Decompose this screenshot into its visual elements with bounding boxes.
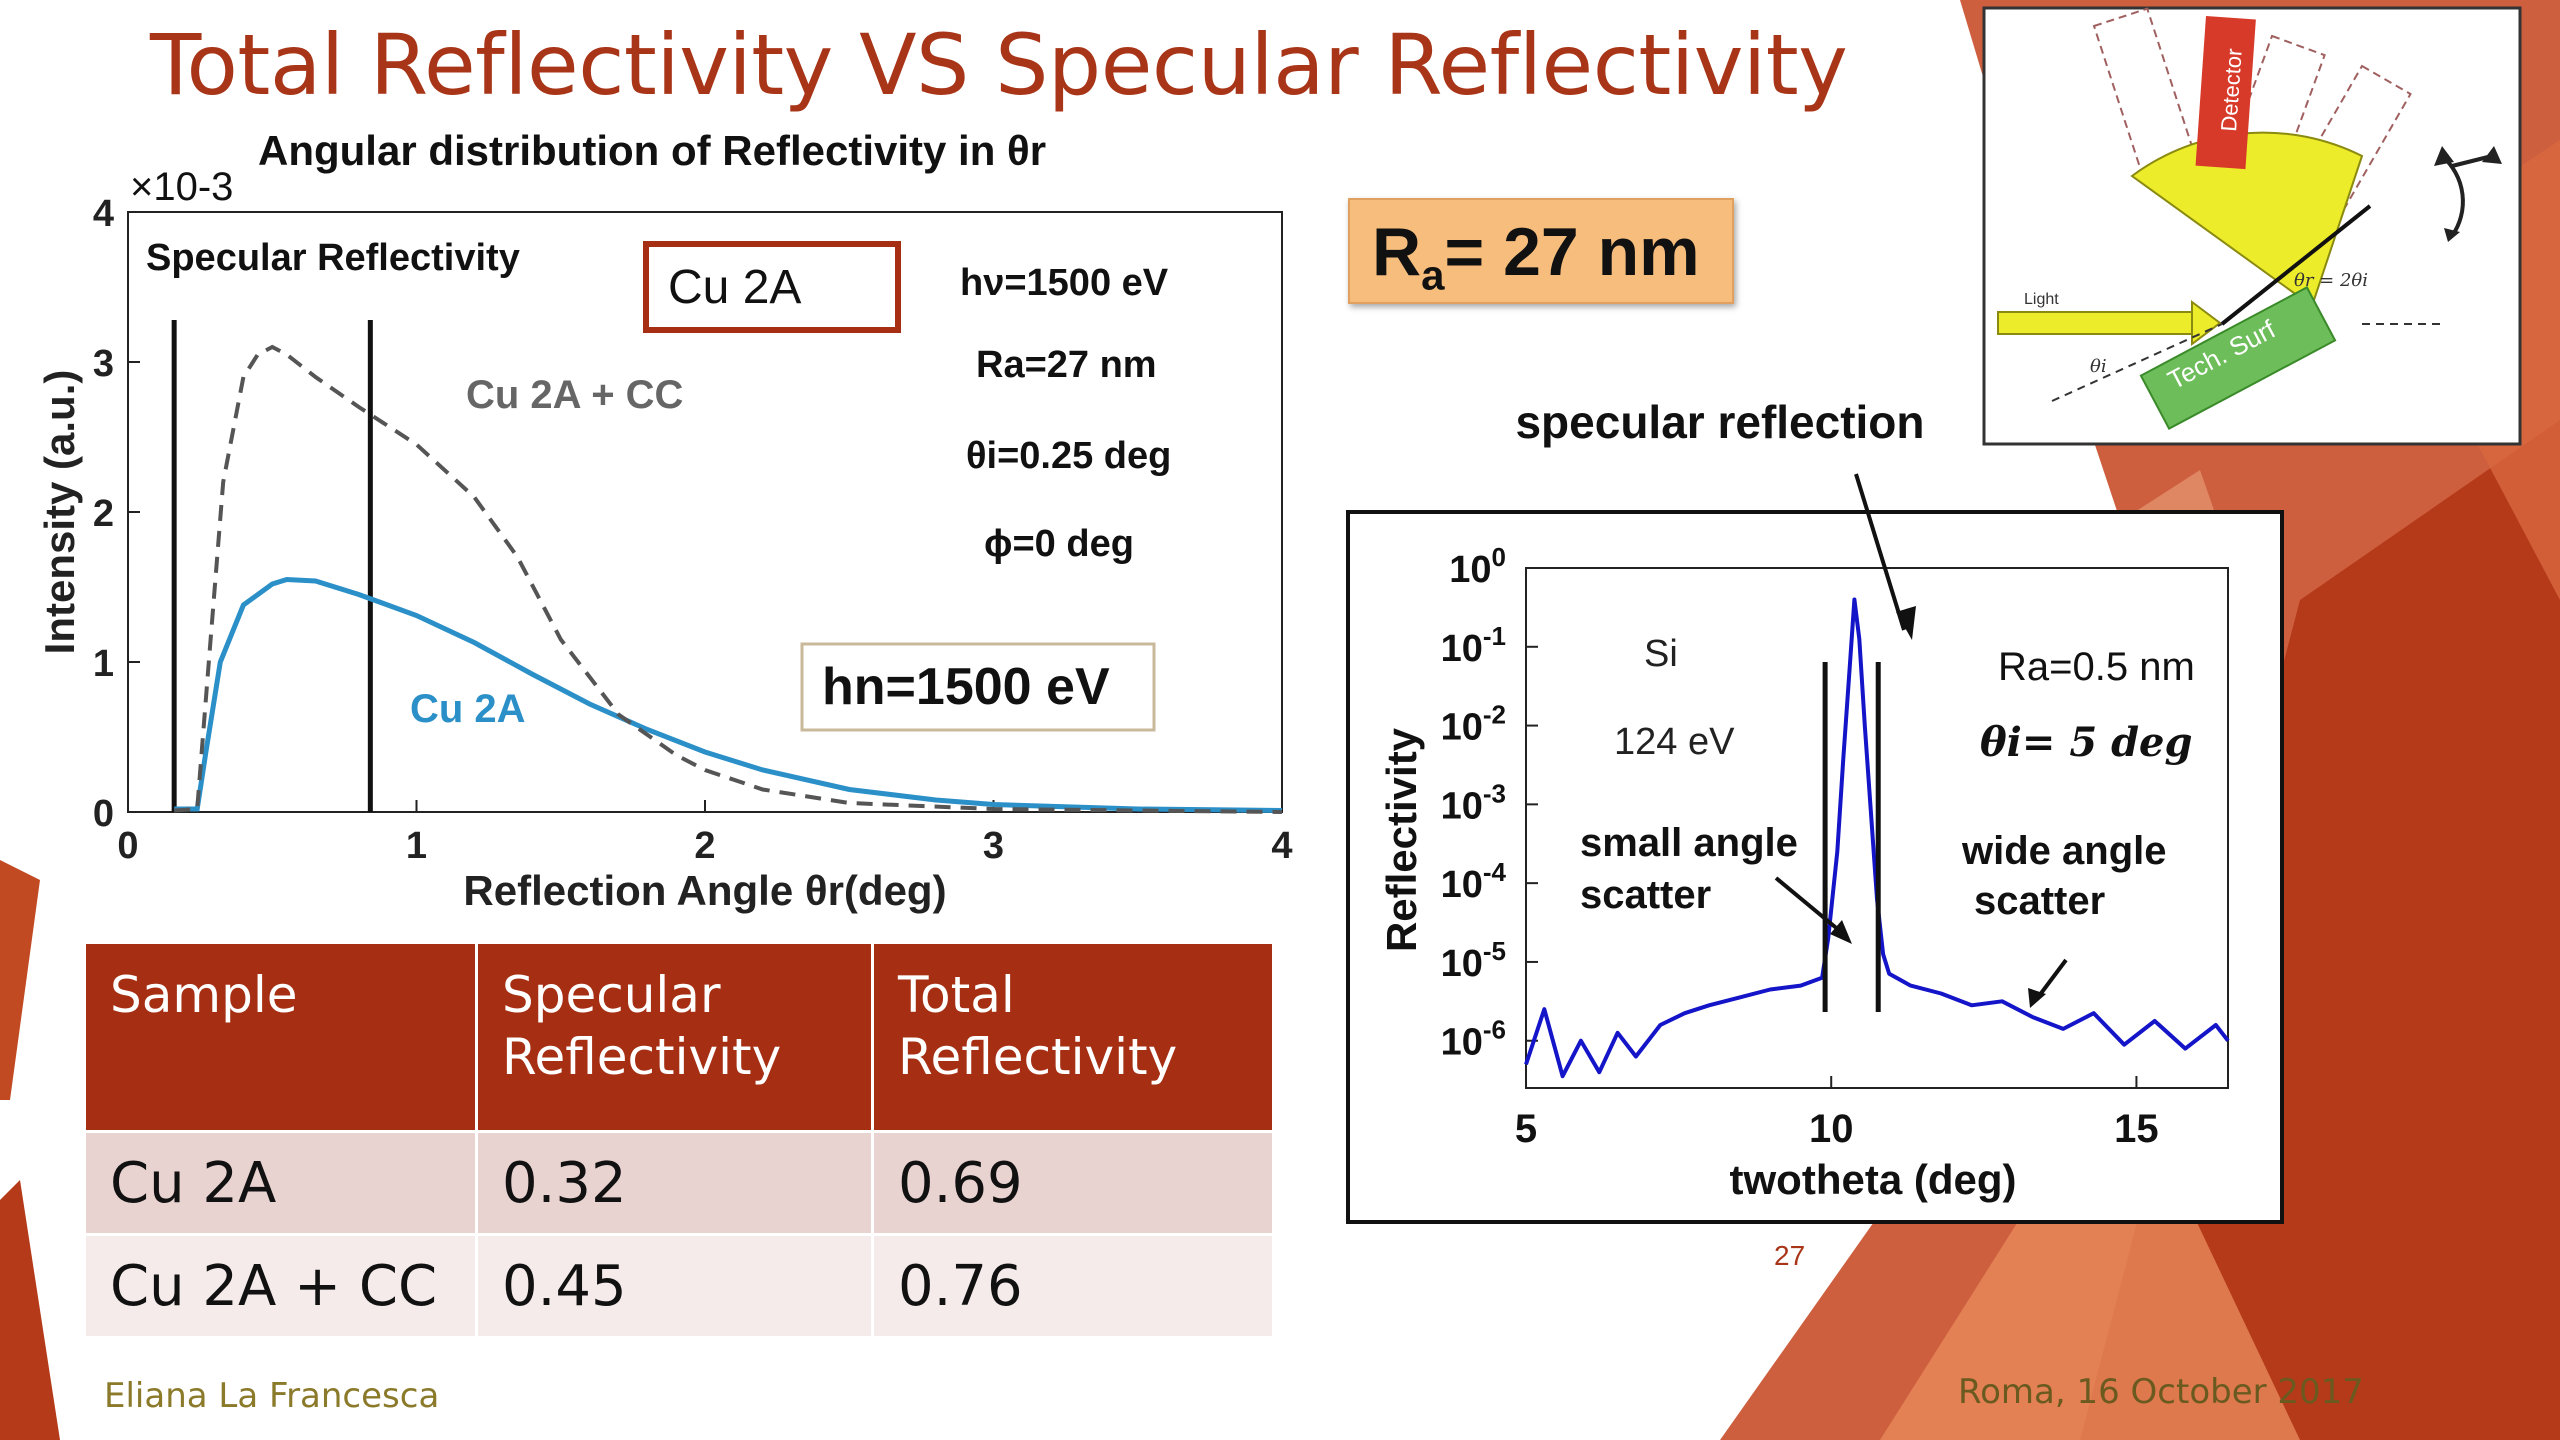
chart2-title: specular reflection	[1515, 396, 1924, 448]
chart2-incidence: θi= 5 deg	[1980, 719, 2192, 766]
chart2-material: Si	[1644, 633, 1678, 675]
chart1-x-tick-label: 3	[983, 825, 1004, 867]
chart2-x-tick-label: 5	[1515, 1107, 1537, 1151]
slide-title: Total Reflectivity VS Specular Reflectiv…	[150, 16, 1848, 114]
chart1-series-line	[174, 576, 1283, 813]
chart1-y-multiplier: ×10-3	[130, 165, 233, 209]
chart1-sample-box-label: Cu 2A	[668, 261, 801, 314]
chart1-title: Angular distribution of Reflectivity in …	[258, 127, 1046, 174]
chart1-incidence: θi=0.25 deg	[966, 435, 1171, 477]
chart2-x-label: twotheta (deg)	[1730, 1156, 2017, 1203]
reflectivity-table: Sample Specular Reflectivity Total Refle…	[86, 944, 1272, 1336]
chart2-small-angle-label-2: scatter	[1580, 873, 1711, 917]
roughness-box-value: = 27 nm	[1444, 214, 1700, 290]
chart1-y-tick-label: 2	[93, 493, 114, 535]
table-header-cell: Sample	[86, 944, 478, 1130]
chart1-series	[174, 344, 1283, 814]
table-header-cell: Total Reflectivity	[874, 944, 1272, 1130]
chart2-wide-angle-label-2: scatter	[1974, 879, 2105, 923]
chart1-vertical-lines	[171, 320, 373, 812]
chart2-y-tick-label: 10-5	[1441, 936, 1506, 985]
chart2-y-tick-label: 10-2	[1441, 700, 1506, 749]
roughness-box-label: R	[1372, 214, 1422, 290]
chart2-y-label: Reflectivity	[1378, 727, 1425, 952]
chart2-energy: 124 eV	[1614, 721, 1735, 763]
chart1-x-tick-label: 2	[694, 825, 715, 867]
table-header-cell: Specular Reflectivity	[478, 944, 874, 1130]
chart2-y-tick-label: 10-4	[1441, 857, 1507, 906]
chart1-sample-box	[643, 241, 901, 333]
chart2-y-tick-label: 10-6	[1441, 1015, 1506, 1064]
chart1-x-tick-label: 1	[406, 825, 427, 867]
chart1-energy-box-label: hn=1500 eV	[822, 658, 1110, 716]
table-cell: 0.69	[874, 1130, 1272, 1233]
footer-author: Eliana La Francesca	[104, 1376, 440, 1416]
roughness-box-sub: a	[1421, 251, 1445, 299]
chart1-series-label-cu2a-cc: Cu 2A + CC	[466, 373, 683, 417]
chart1-y-tick-label: 1	[93, 643, 114, 685]
table-cell: Cu 2A + CC	[86, 1233, 478, 1336]
chart1-y-label: Intensity (a.u.)	[36, 370, 83, 655]
chart2-arrows	[1774, 473, 2068, 1008]
chart2-series-line	[1524, 597, 2230, 1079]
table-row: Cu 2A + CC 0.45 0.76	[86, 1233, 1272, 1336]
chart2-vertical-lines	[1822, 662, 1881, 1012]
table-cell: 0.76	[874, 1233, 1272, 1336]
chart1-ticks: 0 1 2 3 4 0 1 2 3 4	[93, 193, 1293, 867]
chart2-ticks: 5 10 15 100 10-1 10-2 10-3 10-4 10-5 10-6	[1441, 542, 2159, 1151]
chart2-y-tick-label: 100	[1449, 542, 1506, 591]
chart2-y-tick-label: 10-3	[1441, 778, 1506, 827]
table-cell: Cu 2A	[86, 1130, 478, 1233]
chart2-series	[1524, 597, 2230, 1079]
diagram-theta-i-label: θi	[2090, 356, 2107, 377]
chart1-phi: ϕ=0 deg	[984, 523, 1134, 565]
diagram-light-label: Light	[2024, 291, 2059, 308]
table-cell: 0.32	[478, 1130, 874, 1233]
table-row: Cu 2A 0.32 0.69	[86, 1130, 1272, 1233]
footer-date: Roma, 16 October 2017	[1958, 1372, 2364, 1412]
chart1-y-tick-label: 4	[93, 193, 114, 235]
chart2-x-tick-label: 15	[2114, 1107, 2159, 1151]
chart1-x-tick-label: 4	[1271, 825, 1292, 867]
diagram-theta-r-label: θr = 2θi	[2294, 270, 2368, 291]
chart1-y-tick-label: 0	[93, 793, 114, 835]
rotation-arrows-icon	[2434, 146, 2502, 242]
chart1-series-label-cu2a: Cu 2A	[410, 687, 526, 731]
roughness-box: Ra= 27 nm	[1348, 198, 1734, 304]
table-cell: 0.45	[478, 1233, 874, 1336]
diagram-detector-label: Detector	[2216, 48, 2247, 133]
chart1-x-label: Reflection Angle θr(deg)	[463, 867, 946, 914]
chart1-series-line	[174, 344, 1283, 814]
page-number: 27	[1774, 1240, 1806, 1271]
chart2-small-angle-label-1: small angle	[1580, 821, 1798, 865]
chart2-y-tick-label: 10-1	[1441, 621, 1506, 670]
chart2-x-tick-label: 10	[1809, 1107, 1854, 1151]
chart1-energy: hν=1500 eV	[960, 262, 1169, 304]
chart2-roughness: Ra=0.5 nm	[1998, 645, 2195, 689]
chart1-specular-label: Specular Reflectivity	[146, 237, 520, 279]
table-header-row: Sample Specular Reflectivity Total Refle…	[86, 944, 1272, 1130]
chart1-roughness: Ra=27 nm	[976, 344, 1157, 386]
chart2-wide-angle-label-1: wide angle	[1961, 829, 2167, 873]
chart1-y-tick-label: 3	[93, 343, 114, 385]
chart1-x-tick-label: 0	[117, 825, 138, 867]
chart1-energy-box	[800, 642, 1156, 732]
reflection-geometry-diagram: Detector Tech. Surf Light θr = 2θi θi	[1982, 6, 2522, 446]
